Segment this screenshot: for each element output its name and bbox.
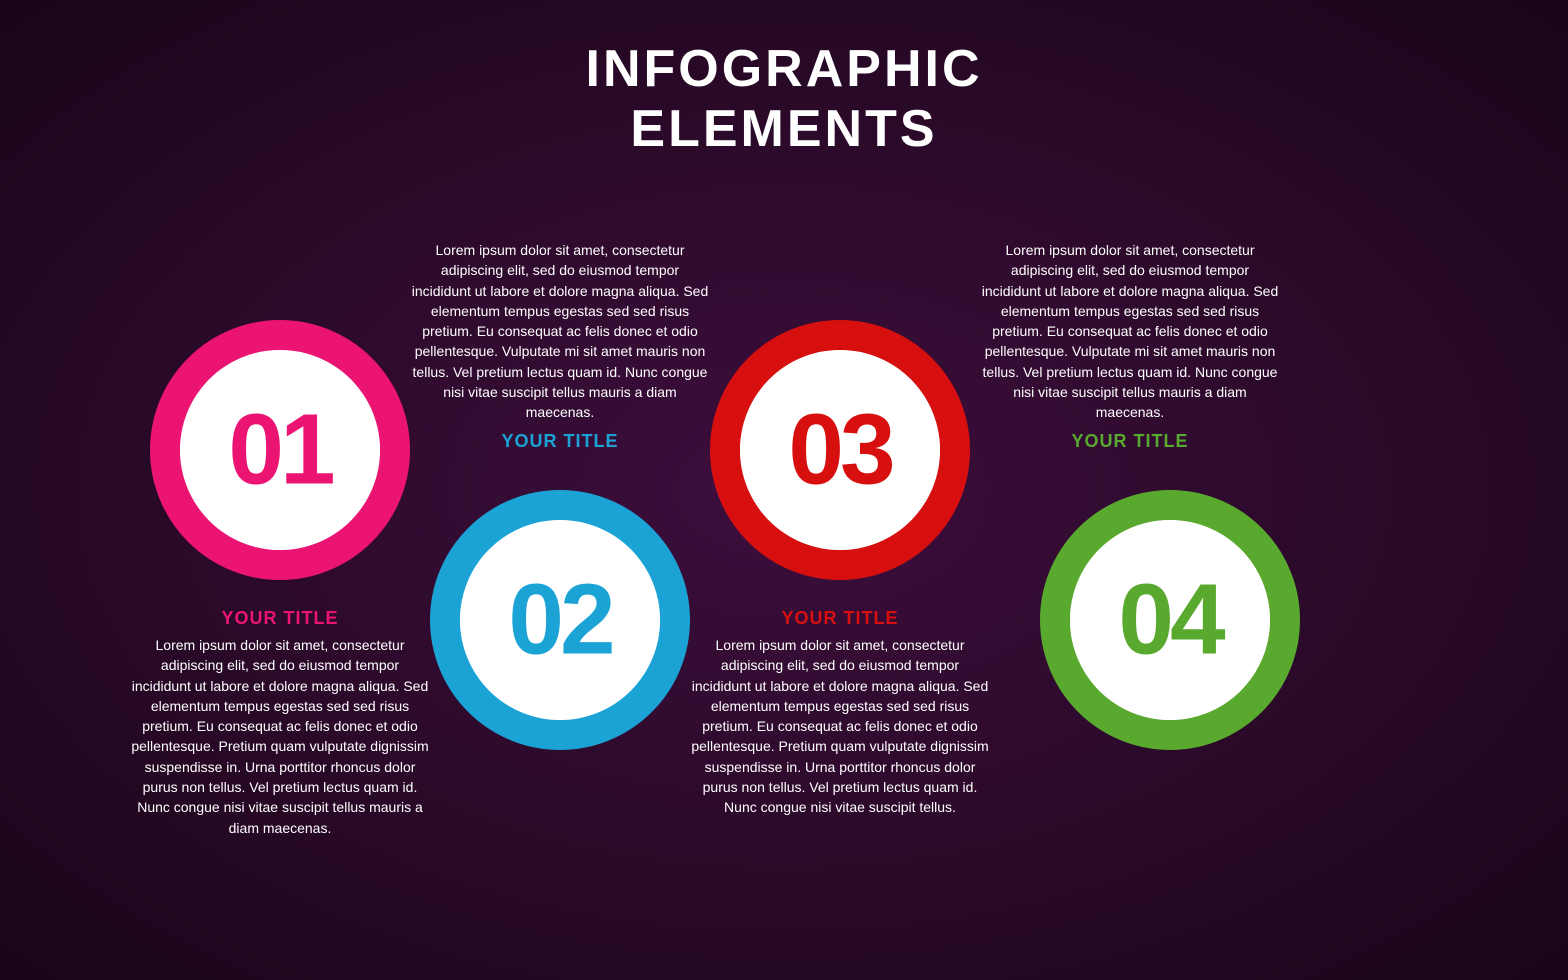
section-4-body: Lorem ipsum dolor sit amet, consectetur … xyxy=(980,240,1280,423)
step-number-2: 02 xyxy=(508,563,611,678)
step-number-3: 03 xyxy=(788,393,891,508)
step-number-4: 04 xyxy=(1118,563,1221,678)
section-1: YOUR TITLE Lorem ipsum dolor sit amet, co… xyxy=(130,600,430,838)
section-2-title: YOUR TITLE xyxy=(410,431,710,452)
section-3-body: Lorem ipsum dolor sit amet, consectetur … xyxy=(690,635,990,818)
section-1-body: Lorem ipsum dolor sit amet, consectetur … xyxy=(130,635,430,838)
section-4: Lorem ipsum dolor sit amet, consectetur … xyxy=(980,240,1280,458)
section-2-body: Lorem ipsum dolor sit amet, consectetur … xyxy=(410,240,710,423)
section-3: YOUR TITLE Lorem ipsum dolor sit amet, co… xyxy=(690,600,990,818)
section-3-title: YOUR TITLE xyxy=(690,608,990,629)
step-number-1: 01 xyxy=(228,393,331,508)
title-line-2: ELEMENTS xyxy=(0,100,1568,160)
main-title: INFOGRAPHIC ELEMENTS xyxy=(0,0,1568,160)
section-1-title: YOUR TITLE xyxy=(130,608,430,629)
section-2: Lorem ipsum dolor sit amet, consectetur … xyxy=(410,240,710,458)
section-4-title: YOUR TITLE xyxy=(980,431,1280,452)
title-line-1: INFOGRAPHIC xyxy=(0,40,1568,100)
